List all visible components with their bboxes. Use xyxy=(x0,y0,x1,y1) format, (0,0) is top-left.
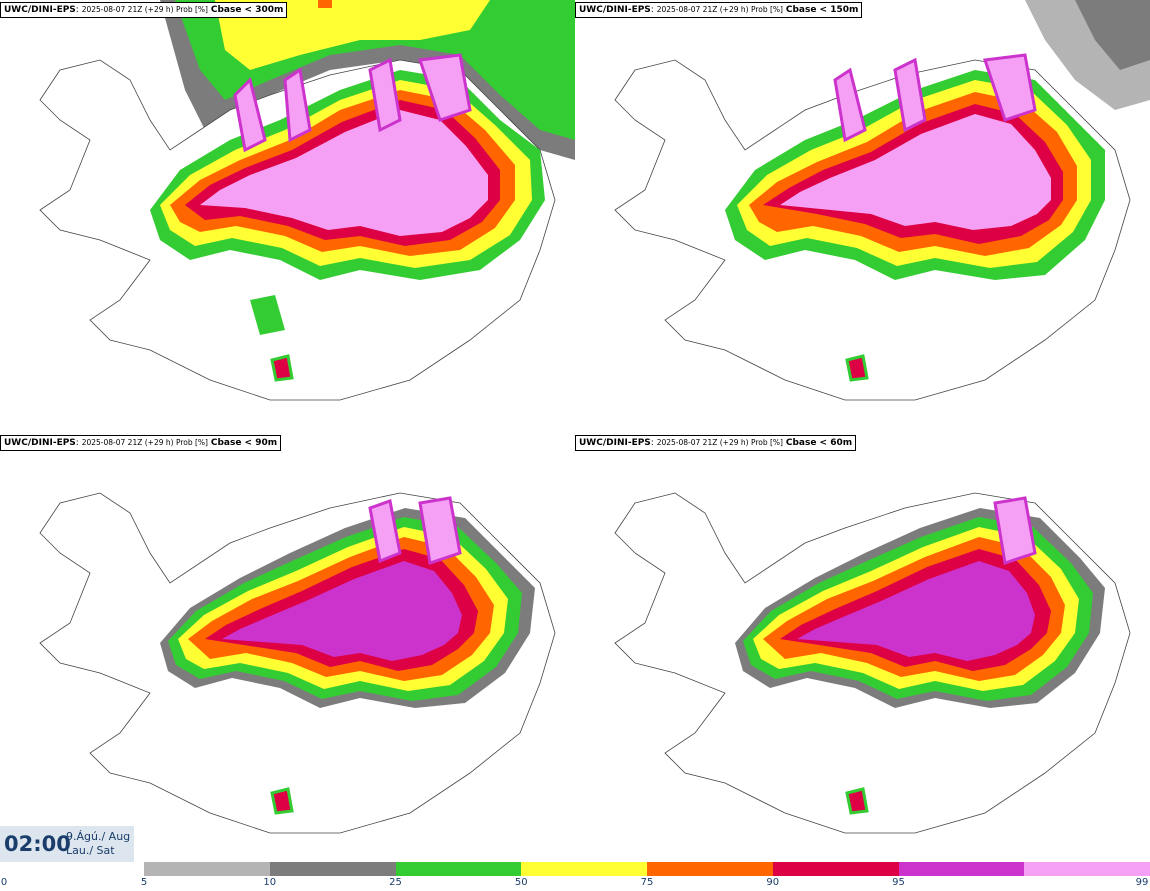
colorbar-tick-label: 50 xyxy=(514,877,528,888)
colorbar-tick-label: 90 xyxy=(766,877,780,888)
colorbar-tick-label: 5 xyxy=(140,877,148,888)
model-name: UWC/DINI-EPS xyxy=(579,438,651,448)
iceland-map-150 xyxy=(614,0,1150,401)
colorbar-tick-label: 25 xyxy=(389,877,402,888)
panel-title: UWC/DINI-EPS: 2025-08-07 21Z (+29 h) Pro… xyxy=(0,2,288,18)
colorbar-tick-label: 10 xyxy=(263,877,277,888)
valid-date-line1: 9.Ágú./ Aug xyxy=(66,830,131,843)
colorbar-segment xyxy=(898,862,1025,876)
run-info: 2025-08-07 21Z (+29 h) Prob [%] xyxy=(656,438,783,447)
run-info: 2025-08-07 21Z (+29 h) Prob [%] xyxy=(81,5,208,14)
parameter-label: Cbase < 300m xyxy=(210,5,284,15)
map-panel-cbase-300: UWC/DINI-EPS: 2025-08-07 21Z (+29 h) Pro… xyxy=(0,0,575,432)
probability-colorbar xyxy=(144,862,1150,876)
valid-time-box: 02:00 9.Ágú./ Aug Lau./ Sat xyxy=(0,826,134,862)
colorbar-segment xyxy=(144,862,270,876)
map-panel-cbase-90: UWC/DINI-EPS: 2025-08-07 21Z (+29 h) Pro… xyxy=(0,433,575,865)
model-name: UWC/DINI-EPS xyxy=(4,5,76,15)
parameter-label: Cbase < 150m xyxy=(785,5,859,15)
panel-title: UWC/DINI-EPS: 2025-08-07 21Z (+29 h) Pro… xyxy=(0,435,282,451)
colorbar-segment xyxy=(395,862,522,876)
map-panel-cbase-60: UWC/DINI-EPS: 2025-08-07 21Z (+29 h) Pro… xyxy=(575,433,1150,865)
colorbar-segment xyxy=(1024,862,1150,876)
colorbar-segment xyxy=(647,862,773,876)
colorbar-tick-label: 95 xyxy=(892,877,905,888)
valid-date-line2: Lau./ Sat xyxy=(66,844,115,857)
parameter-label: Cbase < 60m xyxy=(785,438,853,448)
model-name: UWC/DINI-EPS xyxy=(4,438,76,448)
panel-title: UWC/DINI-EPS: 2025-08-07 21Z (+29 h) Pro… xyxy=(575,2,863,18)
map-panel-cbase-150: UWC/DINI-EPS: 2025-08-07 21Z (+29 h) Pro… xyxy=(575,0,1150,432)
iceland-map-300 xyxy=(39,0,575,401)
valid-date: 9.Ágú./ Aug Lau./ Sat xyxy=(66,830,130,858)
colorbar-segment xyxy=(521,862,647,876)
colorbar-segment xyxy=(772,862,899,876)
colorbar-tick-label: 0 xyxy=(0,877,8,888)
model-name: UWC/DINI-EPS xyxy=(579,5,651,15)
colorbar-segment xyxy=(269,862,396,876)
run-info: 2025-08-07 21Z (+29 h) Prob [%] xyxy=(656,5,783,14)
run-info: 2025-08-07 21Z (+29 h) Prob [%] xyxy=(81,438,208,447)
parameter-label: Cbase < 90m xyxy=(210,438,278,448)
iceland-map-60 xyxy=(614,492,1131,834)
valid-hour: 02:00 xyxy=(4,832,71,856)
iceland-map-90 xyxy=(39,492,556,834)
colorbar-tick-label: 99 xyxy=(1135,877,1149,888)
colorbar-tick-label: 75 xyxy=(640,877,654,888)
panel-title: UWC/DINI-EPS: 2025-08-07 21Z (+29 h) Pro… xyxy=(575,435,857,451)
